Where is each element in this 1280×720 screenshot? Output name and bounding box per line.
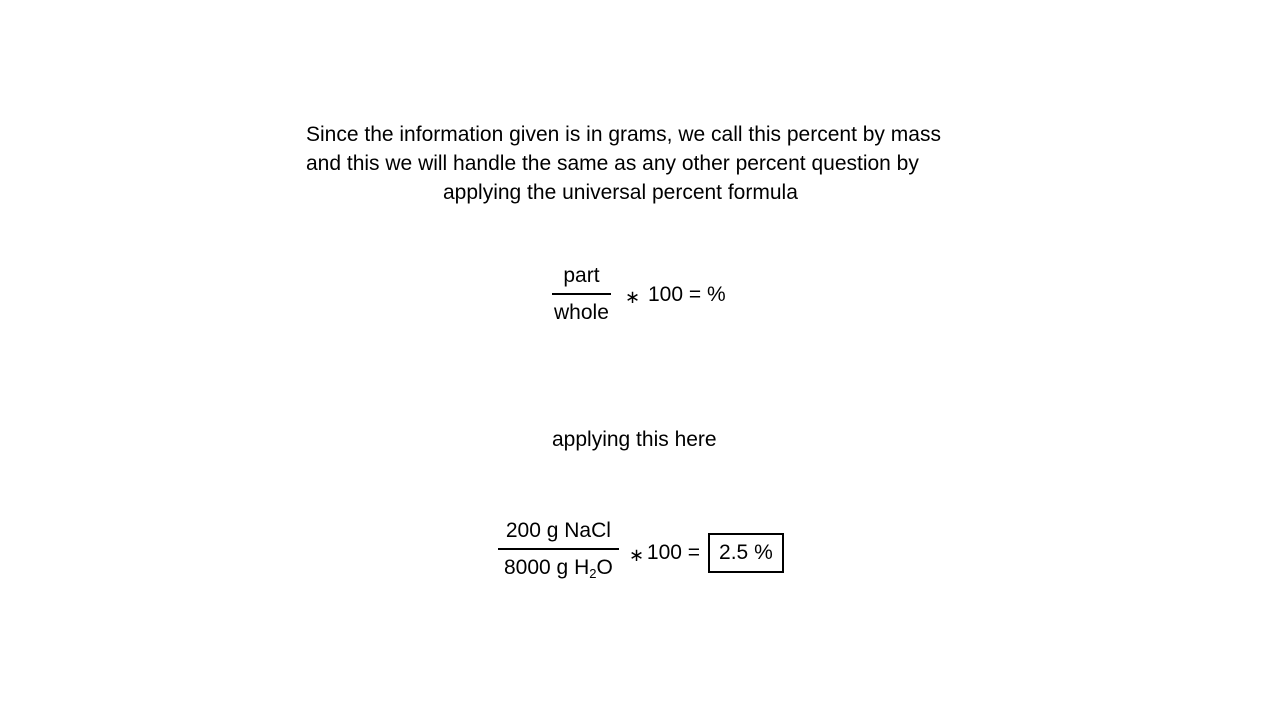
multiply-symbol: ∗ (624, 286, 640, 307)
answer-box: 2.5 % (708, 532, 784, 573)
paragraph-line-1: Since the information given is in grams,… (306, 123, 941, 146)
paragraph-line-2: and this we will handle the same as any … (306, 152, 919, 175)
denominator-subscript: 2 (589, 566, 597, 581)
calculation-numerator: 200 g NaCl (505, 519, 611, 542)
denominator-prefix: 8000 g H (504, 556, 590, 579)
calculation-fraction: 200 g NaCl 8000 g H2O (498, 517, 619, 588)
fraction-numerator: part (563, 264, 600, 287)
formula-rhs: 100 = % (647, 282, 726, 306)
explanation-paragraph: Since the information given is in grams,… (300, 120, 980, 207)
formula-fraction: part whole (552, 262, 611, 327)
formula-multiplier: ∗ 100 = % (625, 283, 726, 307)
percent-formula: part whole ∗ 100 = % (552, 262, 726, 327)
denominator-suffix: O (596, 556, 613, 579)
paragraph-line-3: applying the universal percent formula (443, 181, 798, 204)
applying-caption: applying this here (552, 428, 717, 451)
calculation-fraction-bar (498, 548, 619, 550)
calculation-rhs: 100 = (646, 540, 701, 564)
calculation-multiplier: ∗ 100 = (629, 541, 700, 565)
calculation-denominator: 8000 g H2O (498, 554, 619, 588)
fraction-denominator: whole (554, 301, 609, 324)
fraction-bar (552, 293, 611, 295)
worked-calculation: 200 g NaCl 8000 g H2O ∗ 100 = 2.5 % (498, 517, 784, 588)
calculation-multiply-symbol: ∗ (628, 544, 644, 565)
